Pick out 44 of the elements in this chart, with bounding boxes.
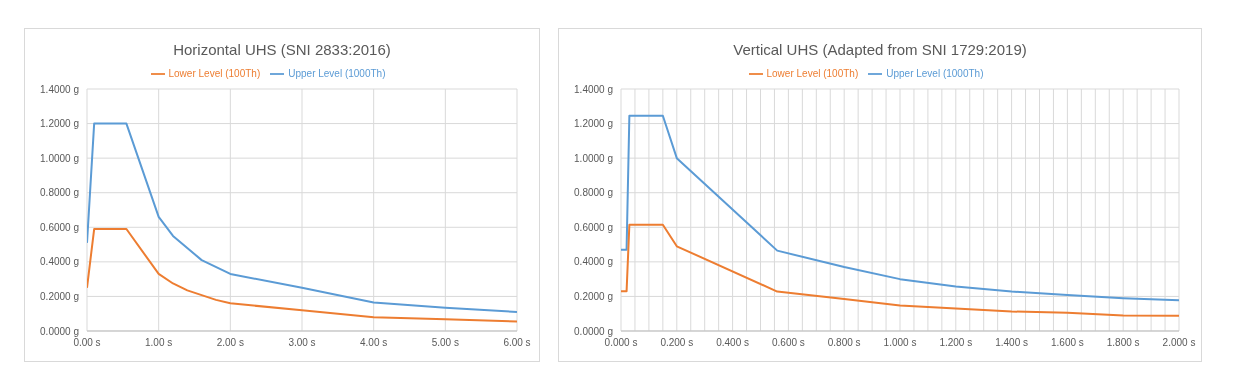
x-tick-label: 1.800 s bbox=[1106, 337, 1140, 349]
x-tick-label: 0.400 s bbox=[716, 337, 750, 349]
x-tick-label: 6.00 s bbox=[503, 337, 531, 349]
y-tick-label: 0.8000 g bbox=[40, 187, 79, 199]
x-tick-label: 0.000 s bbox=[604, 337, 638, 349]
x-tick-label: 5.00 s bbox=[431, 337, 459, 349]
x-tick-label: 1.00 s bbox=[145, 337, 173, 349]
x-tick-label: 0.00 s bbox=[73, 337, 101, 349]
x-tick-label: 4.00 s bbox=[360, 337, 388, 349]
y-tick-label: 0.0000 g bbox=[574, 325, 613, 337]
x-tick-label: 2.000 s bbox=[1162, 337, 1196, 349]
y-tick-label: 1.2000 g bbox=[40, 118, 79, 130]
chart-title: Vertical UHS (Adapted from SNI 1729:2019) bbox=[732, 40, 1028, 60]
y-tick-label: 1.4000 g bbox=[40, 83, 79, 95]
y-tick-label: 0.4000 g bbox=[40, 256, 79, 268]
y-tick-label: 0.2000 g bbox=[40, 290, 79, 302]
legend-label: Upper Level (1000Th) bbox=[288, 67, 386, 79]
y-tick-label: 0.4000 g bbox=[574, 256, 613, 268]
x-tick-label: 0.800 s bbox=[827, 337, 861, 349]
line-series bbox=[621, 114, 1179, 302]
x-tick-label: 3.00 s bbox=[288, 337, 316, 349]
line-series bbox=[621, 223, 1179, 317]
y-tick-label: 1.2000 g bbox=[574, 118, 613, 130]
line-series bbox=[87, 122, 517, 313]
line-series bbox=[87, 228, 517, 323]
legend-label: Lower Level (100Th) bbox=[168, 67, 261, 79]
y-tick-label: 1.0000 g bbox=[40, 152, 79, 164]
x-tick-label: 0.200 s bbox=[660, 337, 694, 349]
legend-label: Upper Level (1000Th) bbox=[886, 67, 984, 79]
x-tick-label: 2.00 s bbox=[216, 337, 244, 349]
y-tick-label: 0.6000 g bbox=[40, 221, 79, 233]
y-tick-label: 0.8000 g bbox=[574, 187, 613, 199]
x-tick-label: 1.200 s bbox=[939, 337, 973, 349]
y-tick-label: 0.2000 g bbox=[574, 290, 613, 302]
x-tick-label: 1.400 s bbox=[995, 337, 1029, 349]
x-tick-label: 1.600 s bbox=[1050, 337, 1084, 349]
x-tick-label: 1.000 s bbox=[883, 337, 917, 349]
legend-label: Lower Level (100Th) bbox=[766, 67, 859, 79]
chart-title: Horizontal UHS (SNI 2833:2016) bbox=[172, 40, 392, 60]
y-tick-label: 1.0000 g bbox=[574, 152, 613, 164]
x-tick-label: 0.600 s bbox=[771, 337, 805, 349]
y-tick-label: 0.0000 g bbox=[40, 325, 79, 337]
y-tick-label: 1.4000 g bbox=[574, 83, 613, 95]
y-tick-label: 0.6000 g bbox=[574, 221, 613, 233]
